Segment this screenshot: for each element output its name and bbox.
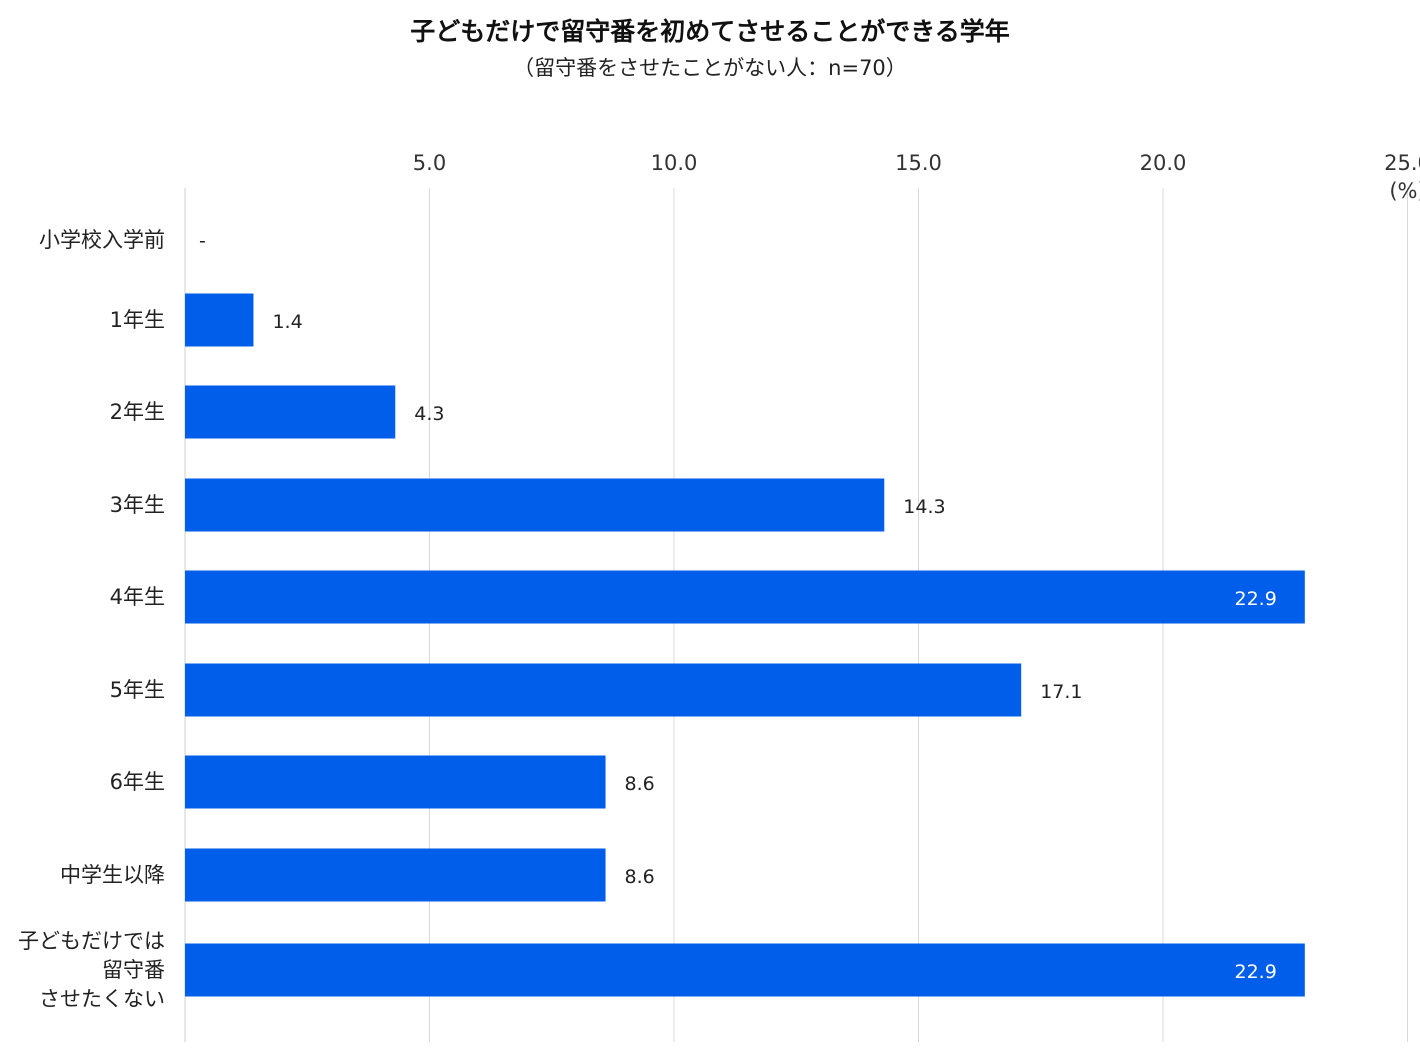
category-label: 留守番: [102, 958, 165, 982]
bar: [185, 848, 606, 902]
value-label: 22.9: [1234, 588, 1276, 610]
value-label: 4.3: [414, 403, 444, 425]
value-label: 22.9: [1234, 961, 1276, 983]
category-label: 5年生: [110, 678, 165, 702]
bar: [185, 755, 606, 809]
value-label: -: [199, 230, 206, 252]
chart-title: 子どもだけで留守番を初めてさせることができる学年: [410, 17, 1010, 46]
x-tick-label: 20.0: [1140, 151, 1187, 175]
category-label: 中学生以降: [60, 863, 165, 887]
chart-subtitle: （留守番をさせたことがない人：n=70）: [513, 56, 907, 80]
category-label: 子どもだけでは: [18, 929, 165, 953]
value-label: 17.1: [1040, 681, 1082, 703]
value-label: 14.3: [903, 496, 945, 518]
x-unit-label: (%): [1389, 179, 1420, 203]
labels: 5.0 10.0 15.0 20.0 25.0 (%) 小学校入学前 - 1年生 1.4 2年生 4.…: [18, 151, 1420, 1011]
value-label: 1.4: [272, 311, 302, 333]
value-label: 8.6: [625, 866, 655, 888]
category-label: 小学校入学前: [39, 228, 165, 252]
category-label: 2年生: [110, 400, 165, 424]
category-label: 1年生: [110, 308, 165, 332]
x-tick-label: 25.0: [1384, 151, 1420, 175]
category-label: 3年生: [110, 493, 165, 517]
bar: [185, 570, 1305, 624]
category-label: 6年生: [110, 770, 165, 794]
bar: [185, 293, 254, 347]
bar: [185, 478, 885, 532]
bar: [185, 385, 396, 439]
x-tick-label: 15.0: [895, 151, 942, 175]
x-tick-label: 5.0: [413, 151, 446, 175]
bar: [185, 943, 1305, 997]
x-tick-label: 10.0: [651, 151, 698, 175]
value-label: 8.6: [625, 773, 655, 795]
bars: [185, 293, 1305, 997]
category-label: 4年生: [110, 585, 165, 609]
category-label: させたくない: [39, 987, 165, 1011]
bar: [185, 663, 1022, 717]
